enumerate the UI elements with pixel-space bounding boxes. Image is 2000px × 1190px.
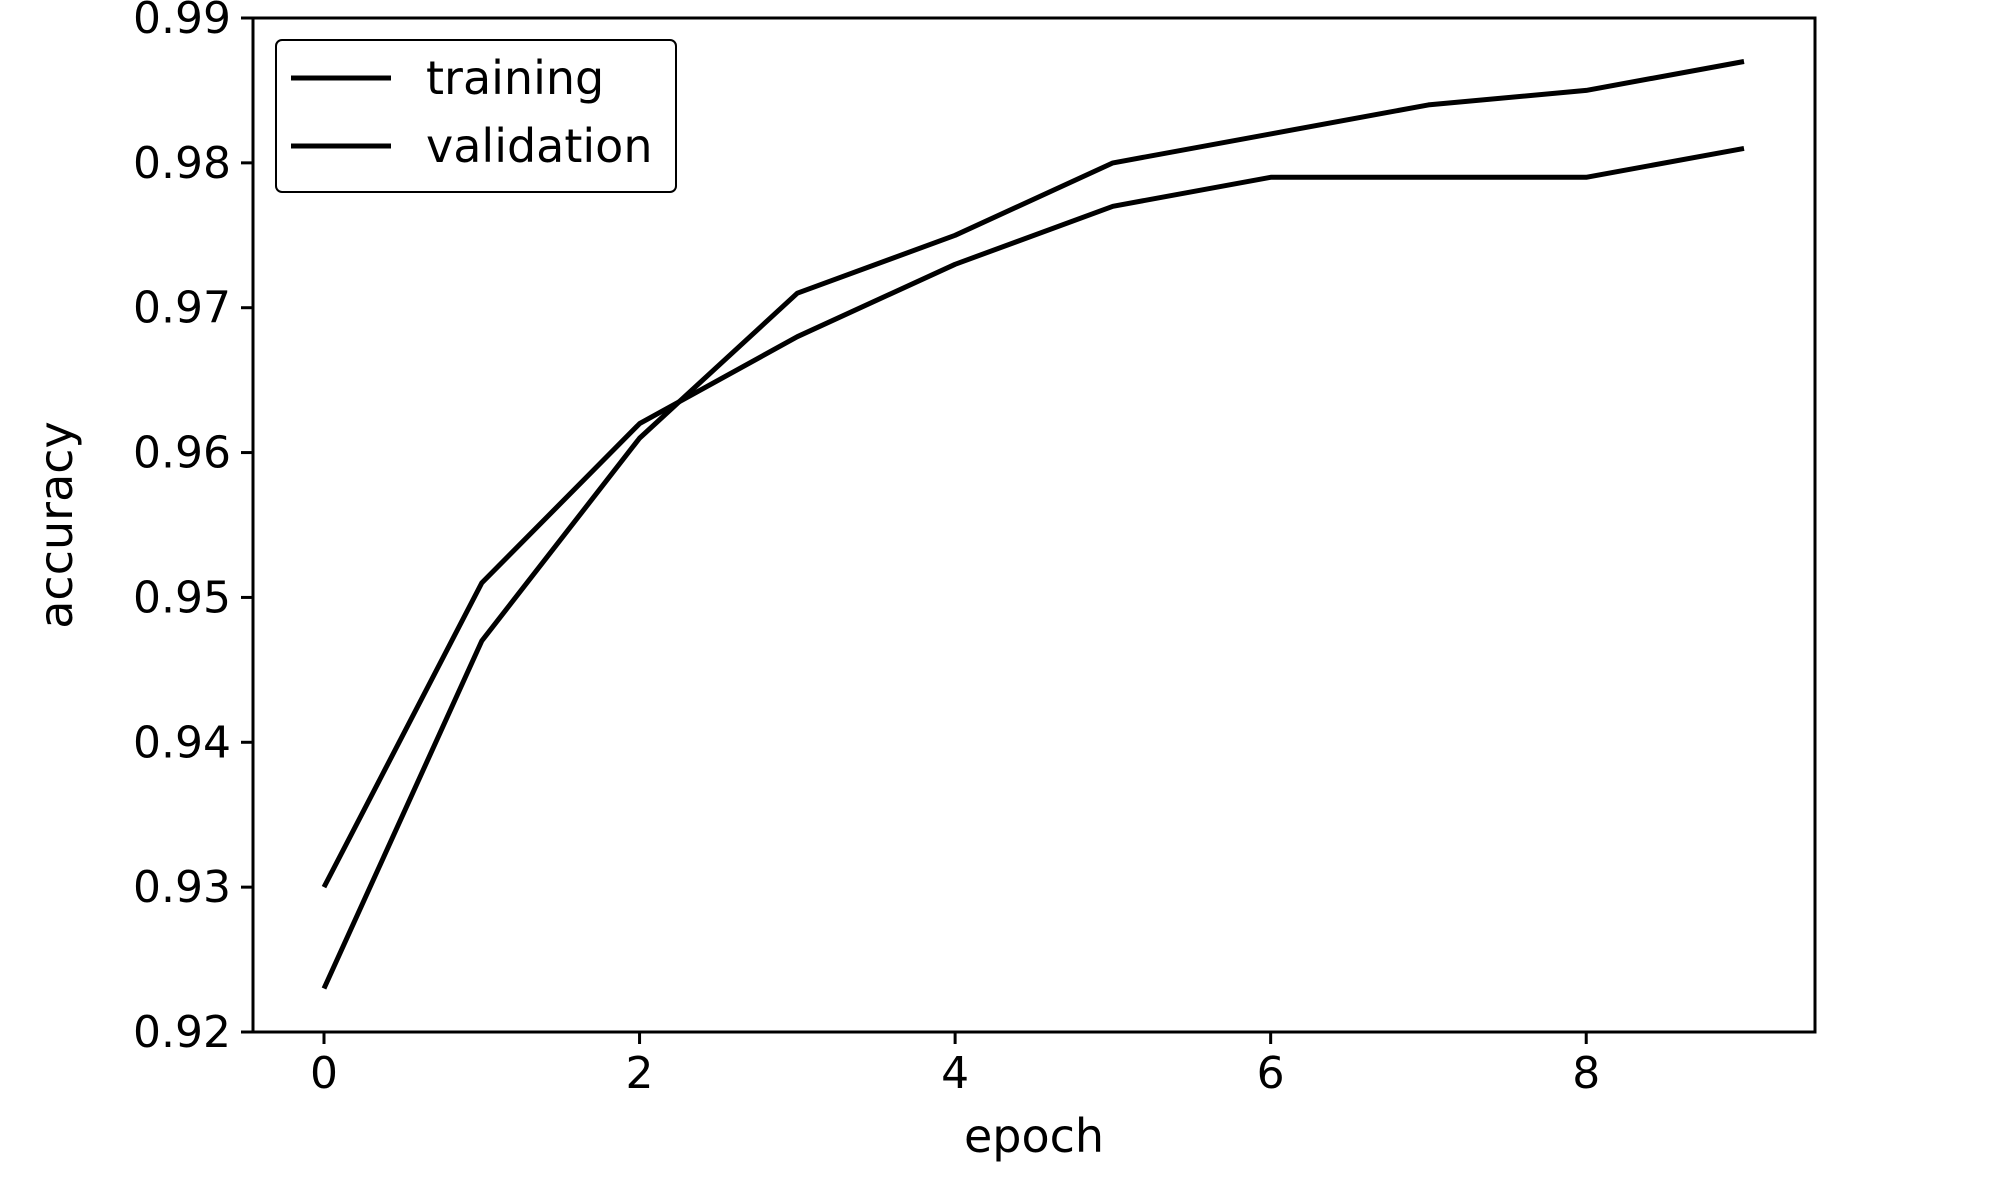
series-layer	[321, 59, 1745, 990]
y-axis-label: accuracy	[29, 421, 83, 629]
x-tick-label: 6	[1257, 1048, 1285, 1099]
legend-label-validation: validation	[426, 119, 652, 173]
y-tick-label: 0.92	[133, 1007, 231, 1058]
y-tick-label: 0.97	[133, 283, 231, 334]
x-tick-label: 4	[941, 1048, 969, 1099]
x-tick-label: 8	[1572, 1048, 1600, 1099]
x-tick-label: 0	[310, 1048, 338, 1099]
x-tick-label: 2	[626, 1048, 654, 1099]
y-tick-label: 0.93	[133, 862, 231, 913]
x-axis-label: epoch	[964, 1109, 1104, 1163]
y-tick-label: 0.94	[133, 717, 231, 768]
plot-frame	[251, 16, 1817, 1034]
y-tick-label: 0.99	[133, 0, 231, 44]
legend: training validation	[275, 39, 677, 193]
series-line-validation	[321, 145, 1745, 889]
y-tick-label: 0.98	[133, 138, 231, 189]
y-tick-label: 0.96	[133, 428, 231, 479]
series-line-training	[321, 59, 1745, 990]
y-axis: 0.92 0.93 0.94 0.95 0.96 0.97 0.98 0.99	[133, 0, 253, 1058]
y-tick-label: 0.95	[133, 572, 231, 623]
legend-label-training: training	[426, 51, 604, 105]
x-axis: 0 2 4 6 8	[310, 1032, 1600, 1099]
